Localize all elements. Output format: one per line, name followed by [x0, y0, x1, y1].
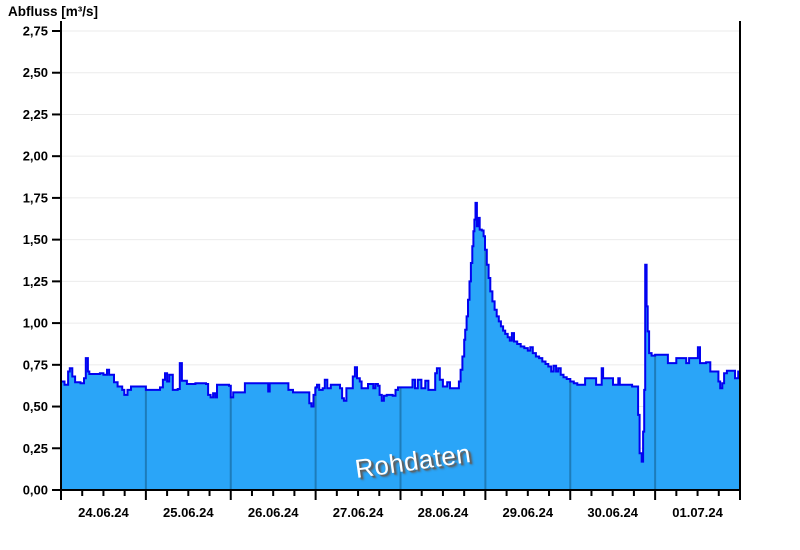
- y-tick-label: 1,00: [23, 316, 48, 331]
- x-tick-label: 26.06.24: [248, 505, 299, 520]
- y-tick-label: 2,00: [23, 149, 48, 164]
- chart-title: Abfluss [m³/s]: [8, 4, 99, 19]
- y-ticks: [52, 30, 61, 491]
- y-tick-label: 0,00: [23, 483, 48, 498]
- y-tick-label: 0,50: [23, 399, 48, 414]
- y-tick-label: 1,25: [23, 274, 48, 289]
- x-tick-labels: 24.06.24 25.06.24 26.06.24 27.06.24 28.06.24…: [78, 505, 723, 520]
- y-tick-label: 2,50: [23, 65, 48, 80]
- discharge-line: [61, 201, 740, 463]
- x-tick-label: 24.06.24: [78, 505, 129, 520]
- x-tick-label: 25.06.24: [163, 505, 214, 520]
- x-tick-label: 28.06.24: [418, 505, 469, 520]
- x-tick-label: 30.06.24: [587, 505, 638, 520]
- x-tick-label: 27.06.24: [333, 505, 384, 520]
- y-tick-label: 0,75: [23, 357, 48, 372]
- y-tick-labels: 0,00 0,25 0,50 0,75 1,00 1,25 1,50 1,75 2,00 2,25…: [23, 24, 48, 498]
- x-tick-label: 29.06.24: [503, 505, 554, 520]
- y-tick-label: 1,75: [23, 190, 48, 205]
- y-tick-label: 2,75: [23, 24, 48, 39]
- x-ticks: [60, 490, 741, 500]
- y-tick-label: 2,25: [23, 107, 48, 122]
- y-tick-label: 1,50: [23, 232, 48, 247]
- x-tick-label: 01.07.24: [672, 505, 723, 520]
- y-tick-label: 0,25: [23, 441, 48, 456]
